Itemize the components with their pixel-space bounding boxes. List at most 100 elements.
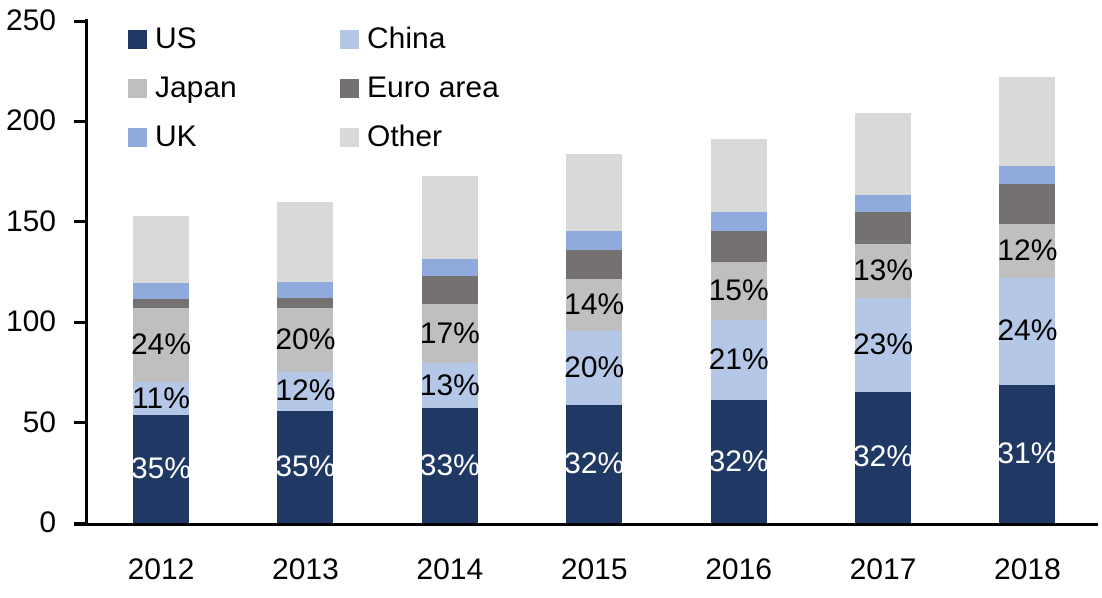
legend-label-euro-area: Euro area (367, 71, 499, 104)
bar-segment-other-2017 (855, 113, 911, 196)
y-axis-line (85, 19, 88, 526)
bar-segment-uk-2015 (566, 231, 623, 250)
data-label-us-2017: 32% (852, 440, 914, 474)
bar-segment-uk-2012 (133, 283, 189, 299)
legend-swatch-japan (128, 78, 147, 98)
y-axis-tick-label-150: 150 (5, 204, 56, 238)
bar-segment-china-2016 (710, 319, 767, 401)
legend-swatch-uk (128, 127, 147, 147)
bar-segment-japan-2014 (421, 304, 478, 364)
x-axis-label-2014: 2014 (416, 553, 484, 586)
data-label-japan-2016: 15% (708, 273, 769, 307)
bar-segment-us-2015 (566, 404, 623, 523)
legend-item-japan: Japan (128, 69, 237, 107)
legend-label-us: US (155, 22, 197, 55)
data-label-japan-2014: 17% (419, 316, 480, 350)
data-label-us-2015: 32% (564, 446, 625, 480)
bar-segment-japan-2013 (277, 307, 334, 372)
data-label-japan-2012: 24% (130, 327, 192, 361)
bar-segment-euro-area-2013 (277, 298, 334, 308)
data-label-japan-2015: 14% (564, 287, 625, 321)
y-axis-tick-200 (74, 119, 86, 123)
x-axis-label-2013: 2013 (272, 553, 339, 586)
data-label-us-2016: 32% (708, 444, 769, 478)
data-label-china-2018: 24% (997, 314, 1058, 348)
bar-segment-other-2013 (277, 201, 334, 283)
legend-item-euro-area: Euro area (340, 69, 499, 107)
bar-segment-other-2014 (421, 175, 478, 259)
bar-segment-uk-2018 (999, 166, 1056, 185)
bar-segment-other-2012 (133, 215, 189, 284)
bar-segment-uk-2014 (421, 258, 478, 277)
bar-segment-china-2013 (277, 371, 334, 411)
y-axis-tick-250 (74, 19, 86, 23)
legend-label-uk: UK (155, 120, 197, 153)
data-label-china-2015: 20% (564, 350, 625, 384)
bar-segment-china-2012 (133, 381, 189, 416)
data-label-china-2013: 12% (275, 374, 336, 408)
bar-segment-euro-area-2018 (999, 184, 1056, 225)
bar-segment-other-2015 (566, 153, 623, 232)
bar-segment-us-2018 (999, 384, 1056, 523)
legend-label-japan: Japan (155, 71, 237, 104)
bar-segment-china-2017 (855, 297, 911, 392)
y-axis-tick-50 (74, 421, 86, 425)
x-axis-label-2018: 2018 (994, 553, 1061, 586)
data-label-us-2014: 33% (419, 448, 480, 482)
data-label-us-2018: 31% (997, 436, 1058, 470)
bar-segment-other-2018 (999, 77, 1056, 167)
bar-segment-japan-2018 (999, 224, 1056, 278)
x-axis-label-2012: 2012 (127, 553, 195, 586)
bar-segment-us-2014 (421, 408, 478, 523)
legend-item-other: Other (340, 118, 442, 156)
data-label-china-2012: 11% (132, 381, 190, 415)
y-axis-tick-label-100: 100 (5, 305, 56, 339)
y-axis-tick-150 (74, 220, 86, 224)
data-label-china-2014: 13% (419, 368, 480, 402)
bar-segment-uk-2016 (710, 212, 767, 232)
data-label-us-2012: 35% (130, 452, 192, 486)
bar-segment-china-2018 (999, 277, 1056, 385)
x-axis-line (74, 523, 1098, 526)
data-label-japan-2013: 20% (275, 322, 336, 356)
y-axis-tick-label-250: 250 (5, 4, 56, 37)
legend-label-china: China (367, 22, 446, 55)
legend-swatch-china (340, 29, 359, 49)
x-axis-label-2015: 2015 (560, 553, 628, 586)
bar-segment-japan-2016 (710, 262, 767, 320)
y-axis-tick-100 (74, 320, 86, 324)
legend-label-other: Other (367, 120, 443, 153)
legend-swatch-other (340, 127, 359, 147)
bar-segment-euro-area-2015 (566, 249, 623, 280)
bar-segment-japan-2015 (566, 279, 623, 331)
bar-segment-us-2017 (855, 391, 911, 523)
bar-segment-us-2013 (277, 410, 334, 523)
bar-segment-euro-area-2016 (710, 231, 767, 263)
bar-segment-us-2016 (710, 400, 767, 523)
bar-segment-euro-area-2017 (855, 211, 911, 245)
legend-item-china: China (340, 20, 445, 58)
bar-segment-euro-area-2012 (133, 298, 189, 308)
bar-segment-uk-2013 (277, 282, 334, 299)
data-label-japan-2017: 13% (852, 254, 914, 288)
x-axis-label-2017: 2017 (849, 553, 917, 586)
x-axis-label-2016: 2016 (705, 553, 772, 586)
bar-segment-japan-2017 (855, 244, 911, 298)
bar-segment-china-2015 (566, 330, 623, 405)
y-axis-tick-label-200: 200 (5, 104, 56, 138)
y-axis-tick-0 (74, 521, 86, 525)
bar-segment-other-2016 (710, 139, 767, 213)
bar-segment-japan-2012 (133, 307, 189, 382)
legend-item-us: US (128, 20, 197, 58)
bar-segment-euro-area-2014 (421, 276, 478, 305)
legend-swatch-euro-area (340, 78, 359, 98)
data-label-us-2013: 35% (275, 449, 336, 483)
legend-item-uk: UK (128, 118, 197, 156)
data-label-china-2016: 21% (708, 343, 769, 377)
y-axis-tick-label-50: 50 (22, 405, 56, 439)
data-label-japan-2018: 12% (997, 234, 1058, 268)
bar-segment-china-2014 (421, 363, 478, 409)
bar-segment-us-2012 (133, 415, 189, 523)
legend-swatch-us (128, 29, 147, 49)
